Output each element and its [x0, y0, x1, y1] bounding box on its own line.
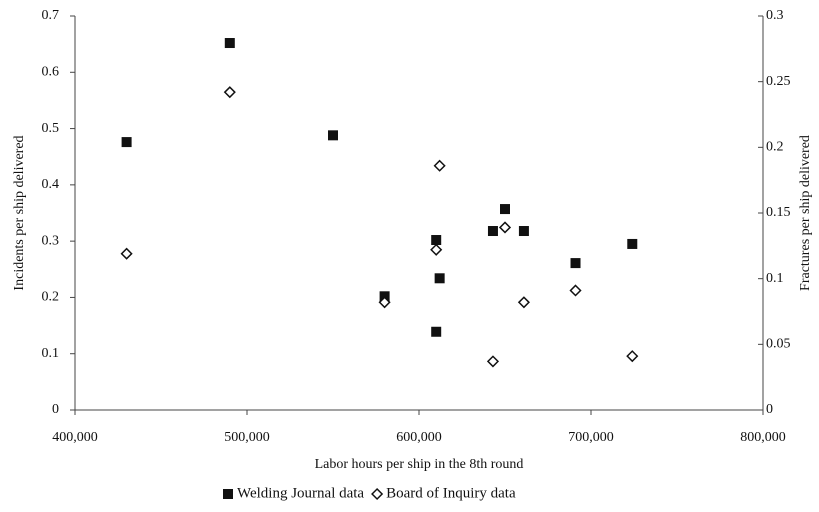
point: [120, 247, 133, 260]
y-tick-label: 0.2: [42, 290, 60, 305]
point: [430, 243, 443, 256]
y2-tick-label: 0.1: [766, 271, 784, 286]
y2-tick-label: 0.15: [766, 205, 791, 220]
y-tick-label: 0: [52, 402, 59, 417]
point: [486, 355, 500, 368]
y2-axis-label: Fractures per ship delivered: [798, 135, 813, 291]
x-tick-label: 600,000: [396, 430, 442, 445]
x-axis-label: Labor hours per ship in the 8th round: [315, 457, 524, 472]
y-tick-label: 0.5: [42, 121, 60, 136]
point: [121, 137, 132, 148]
point: [517, 296, 530, 309]
y2-tick-label: 0.05: [766, 337, 791, 352]
y-tick-label: 0.3: [42, 233, 60, 248]
point: [431, 235, 442, 246]
y-axis-label: Incidents per ship delivered: [12, 135, 27, 290]
legend-marker: [371, 487, 384, 501]
y-tick-label: 0.1: [42, 346, 60, 361]
legend-marker: [223, 489, 233, 499]
y2-tick-label: 0.2: [766, 140, 784, 155]
point: [627, 238, 638, 249]
y-tick-label: 0.4: [42, 177, 60, 192]
point: [518, 226, 529, 237]
x-tick-label: 500,000: [224, 430, 270, 445]
x-tick-label: 400,000: [52, 430, 98, 445]
legend-label: Welding Journal data: [237, 485, 364, 501]
y2-tick-label: 0: [766, 402, 773, 417]
point: [569, 284, 582, 297]
point: [328, 130, 338, 141]
y2-tick-label: 0.25: [766, 74, 791, 89]
point: [224, 38, 235, 49]
x-tick-label: 800,000: [740, 430, 786, 445]
point: [500, 204, 510, 215]
point: [378, 296, 391, 309]
point: [487, 226, 498, 237]
point: [223, 86, 236, 99]
point: [626, 350, 639, 363]
point: [434, 273, 445, 284]
y-tick-label: 0.7: [42, 8, 60, 23]
y-tick-label: 0.6: [42, 65, 60, 80]
legend-label: Board of Inquiry data: [386, 485, 516, 501]
point: [570, 258, 581, 269]
y2-tick-label: 0.3: [766, 8, 784, 23]
x-tick-label: 700,000: [568, 430, 614, 445]
point: [498, 221, 512, 234]
point: [431, 326, 442, 337]
point: [433, 159, 446, 172]
